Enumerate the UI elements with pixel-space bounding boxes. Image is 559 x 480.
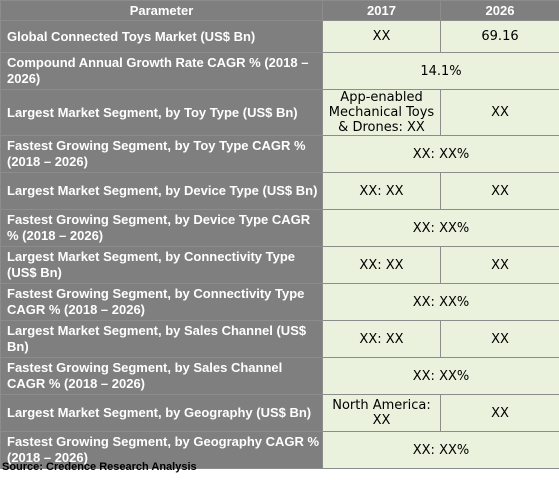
header-parameter: Parameter [0, 0, 323, 21]
value-2026: XX [440, 394, 559, 432]
header-2026: 2026 [440, 0, 559, 21]
row-parameter: Largest Market Segment, by Device Type (… [0, 172, 323, 210]
value-2026: 69.16 [440, 20, 559, 53]
value-2017: North America: XX [322, 394, 441, 432]
table-row: Fastest Growing Segment, by Connectivity… [0, 283, 559, 321]
value-merged: 14.1% [322, 52, 559, 90]
table-row: Fastest Growing Segment, by Device Type … [0, 209, 559, 247]
row-parameter: Compound Annual Growth Rate CAGR % (2018… [0, 52, 323, 90]
value-merged: XX: XX% [322, 209, 559, 247]
row-parameter: Fastest Growing Segment, by Geography CA… [0, 431, 323, 469]
table-row: Largest Market Segment, by Connectivity … [0, 246, 559, 284]
value-2026: XX [440, 89, 559, 136]
row-parameter: Largest Market Segment, by Toy Type (US$… [0, 89, 323, 136]
value-2017: XX: XX [322, 320, 441, 358]
row-parameter: Fastest Growing Segment, by Toy Type CAG… [0, 135, 323, 173]
value-2017: App-enabled Mechanical Toys & Drones: XX [322, 89, 441, 136]
header-2017: 2017 [322, 0, 441, 21]
table-row: Fastest Growing Segment, by Sales Channe… [0, 357, 559, 395]
value-merged: XX: XX% [322, 283, 559, 321]
row-parameter: Largest Market Segment, by Sales Channel… [0, 320, 323, 358]
row-parameter: Global Connected Toys Market (US$ Bn) [0, 20, 323, 53]
value-merged: XX: XX% [322, 357, 559, 395]
table-row: Global Connected Toys Market (US$ Bn) XX… [0, 20, 559, 53]
table-row: Compound Annual Growth Rate CAGR % (2018… [0, 52, 559, 90]
value-2017: XX: XX [322, 172, 441, 210]
value-2017: XX [322, 20, 441, 53]
value-2017: XX: XX [322, 246, 441, 284]
table-row: Largest Market Segment, by Geography (US… [0, 394, 559, 432]
value-2026: XX [440, 320, 559, 358]
value-merged: XX: XX% [322, 135, 559, 173]
table-row: Largest Market Segment, by Toy Type (US$… [0, 89, 559, 136]
row-parameter: Fastest Growing Segment, by Connectivity… [0, 283, 323, 321]
row-parameter: Fastest Growing Segment, by Sales Channe… [0, 357, 323, 395]
value-2026: XX [440, 246, 559, 284]
market-parameters-table: Parameter 2017 2026 Global Connected Toy… [0, 0, 559, 469]
row-parameter: Largest Market Segment, by Geography (US… [0, 394, 323, 432]
value-merged: XX: XX% [322, 431, 559, 469]
row-parameter: Largest Market Segment, by Connectivity … [0, 246, 323, 284]
table-row: Largest Market Segment, by Device Type (… [0, 172, 559, 210]
value-2026: XX [440, 172, 559, 210]
table-row: Fastest Growing Segment, by Geography CA… [0, 431, 559, 469]
table-header-row: Parameter 2017 2026 [0, 0, 559, 21]
row-parameter: Fastest Growing Segment, by Device Type … [0, 209, 323, 247]
table-row: Fastest Growing Segment, by Toy Type CAG… [0, 135, 559, 173]
source-caption: Source: Credence Research Analysis [2, 461, 197, 473]
table-row: Largest Market Segment, by Sales Channel… [0, 320, 559, 358]
